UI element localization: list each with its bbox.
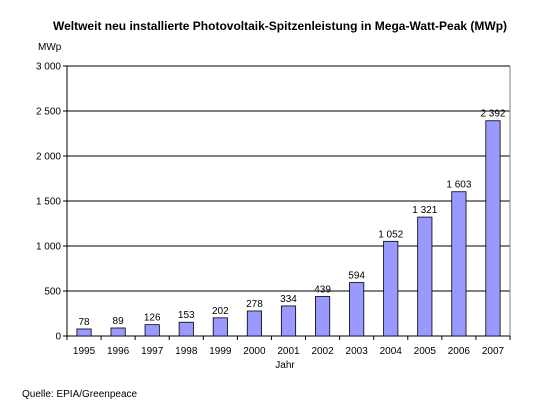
y-tick-label: 3 000 [36, 62, 61, 73]
x-tick-label: 2005 [414, 346, 437, 357]
bar [349, 282, 365, 337]
x-tick-label: 1996 [107, 346, 130, 357]
bar [280, 305, 297, 337]
y-tick-label: 2 000 [36, 152, 61, 163]
x-tick-label: 2002 [311, 346, 334, 357]
data-label: 89 [113, 316, 125, 327]
bar [246, 310, 262, 337]
data-label: 1 321 [412, 205, 437, 216]
x-tick-label: 1999 [209, 346, 232, 357]
data-label: 278 [246, 299, 263, 310]
x-tick-label: 2000 [243, 346, 266, 357]
bar [451, 191, 467, 337]
data-label: 2 392 [480, 109, 505, 120]
chart-title: Weltweit neu installierte Photovoltaik-S… [52, 19, 508, 33]
data-label: 439 [314, 284, 331, 295]
x-tick-label: 1998 [175, 346, 198, 357]
x-tick-label: 2004 [380, 346, 403, 357]
x-tick-label: 2001 [277, 346, 300, 357]
x-axis-title: Jahr [275, 360, 295, 371]
source-note: Quelle: EPIA/Greenpeace [22, 389, 138, 400]
y-axis-unit-label: MWp [38, 42, 62, 53]
bar [383, 240, 399, 337]
data-label: 153 [178, 310, 195, 321]
x-tick-label: 1997 [141, 346, 164, 357]
x-tick-label: 2007 [482, 346, 505, 357]
x-tick-label: 1995 [73, 346, 96, 357]
data-label: 126 [144, 313, 161, 324]
y-tick-label: 0 [55, 332, 61, 343]
bar [315, 296, 331, 337]
x-tick-label: 2006 [448, 346, 471, 357]
bar [144, 324, 160, 337]
bar [212, 317, 228, 337]
bar [76, 328, 92, 337]
data-label: 1 052 [378, 229, 403, 240]
y-tick-label: 1 500 [36, 197, 61, 208]
data-label: 334 [280, 294, 297, 305]
bar [485, 120, 501, 337]
data-label: 594 [348, 271, 365, 282]
y-tick-label: 500 [44, 287, 61, 298]
data-label: 1 603 [446, 180, 471, 191]
x-tick-label: 2003 [346, 346, 369, 357]
bar [417, 216, 433, 337]
y-tick-label: 2 500 [36, 107, 61, 118]
data-label: 78 [78, 317, 90, 328]
bar [110, 327, 126, 337]
y-tick-label: 1 000 [36, 242, 61, 253]
bar [178, 321, 194, 337]
data-label: 202 [212, 306, 229, 317]
